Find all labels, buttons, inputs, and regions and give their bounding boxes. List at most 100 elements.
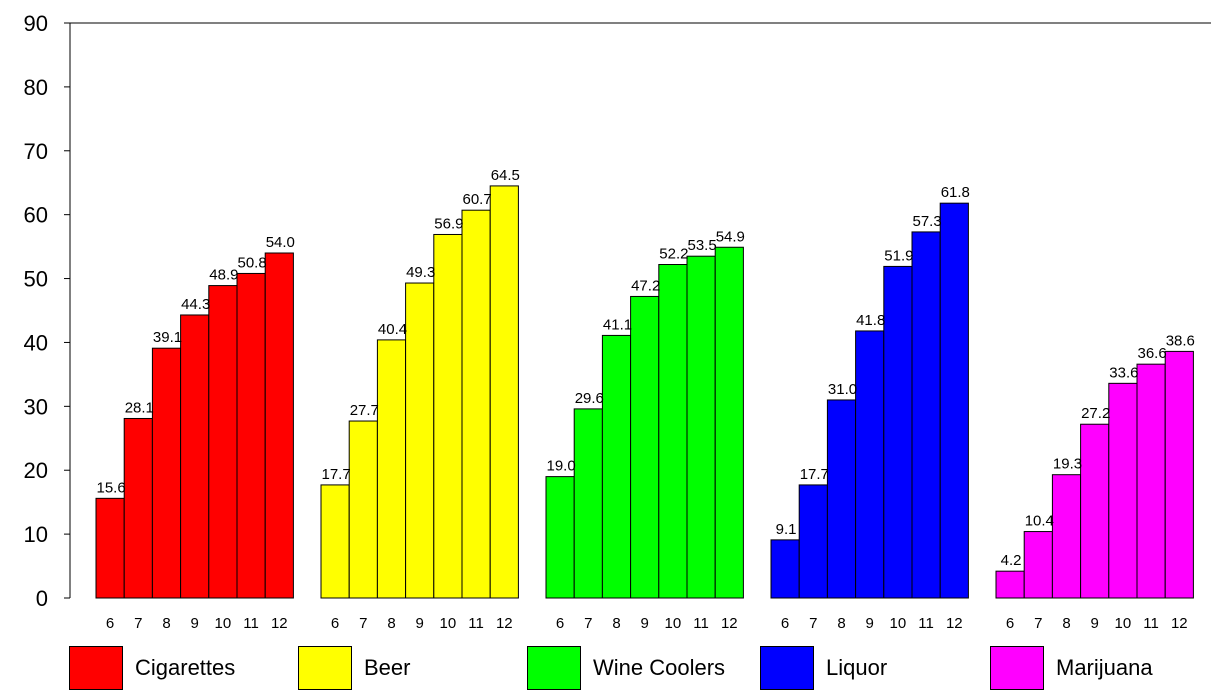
x-tick-label: 10 xyxy=(665,615,682,632)
value-label-liquor: 17.7 xyxy=(800,466,829,483)
value-label-liquor: 9.1 xyxy=(776,521,797,538)
bar-marijuana-grade-12 xyxy=(1164,350,1194,599)
chart-axes: 0 10 20 30 40 50 60 70 80 90 xyxy=(24,11,1211,611)
bar-beer-grade-6 xyxy=(320,484,350,599)
legend-swatch-liquor xyxy=(760,646,814,690)
x-tick-label: 11 xyxy=(918,615,934,632)
value-label-cigarettes: 54.0 xyxy=(266,234,295,251)
x-tick-label: 9 xyxy=(866,615,874,632)
y-tick-label: 90 xyxy=(24,11,48,36)
value-label-beer: 56.9 xyxy=(434,215,463,232)
bar-wine-coolers-grade-11 xyxy=(686,255,716,599)
x-tick-label: 9 xyxy=(191,615,199,632)
bar-wine-coolers-grade-9 xyxy=(630,295,660,599)
bar-wine-coolers-grade-6 xyxy=(545,476,575,599)
legend-label-marijuana: Marijuana xyxy=(1056,655,1153,680)
bar-cigarettes-grade-9 xyxy=(180,314,210,599)
x-tick-label: 10 xyxy=(1115,615,1132,632)
bar-cigarettes-grade-7 xyxy=(123,417,153,599)
bar-marijuana-grade-10 xyxy=(1108,382,1138,599)
value-label-wine-coolers: 29.6 xyxy=(575,390,604,407)
value-label-wine-coolers: 47.2 xyxy=(631,277,660,294)
x-tick-label: 11 xyxy=(243,615,259,632)
x-tick-label: 9 xyxy=(416,615,424,632)
x-tick-label: 12 xyxy=(271,615,288,632)
value-label-cigarettes: 39.1 xyxy=(153,329,182,346)
value-label-marijuana: 19.3 xyxy=(1053,456,1082,473)
bar-cigarettes-grade-10 xyxy=(208,285,238,599)
value-label-marijuana: 27.2 xyxy=(1081,405,1110,422)
value-label-marijuana: 10.4 xyxy=(1025,513,1054,530)
value-label-liquor: 61.8 xyxy=(941,184,970,201)
bar-beer-grade-8 xyxy=(376,339,407,599)
chart-bars xyxy=(95,185,1194,599)
y-tick-label: 10 xyxy=(24,522,48,547)
y-tick-label: 30 xyxy=(24,394,48,419)
legend-label-liquor: Liquor xyxy=(826,655,888,680)
value-label-liquor: 51.9 xyxy=(884,247,913,264)
x-tick-label: 6 xyxy=(781,615,789,632)
x-tick-label: 8 xyxy=(837,615,845,632)
legend-item-marijuana: Marijuana xyxy=(990,645,1153,691)
legend-swatch-marijuana xyxy=(990,646,1044,690)
y-tick-label: 50 xyxy=(24,267,48,292)
value-label-liquor: 57.3 xyxy=(912,213,941,230)
bar-cigarettes-grade-6 xyxy=(95,497,125,599)
y-tick-label: 0 xyxy=(36,586,48,611)
legend-item-cigarettes: Cigarettes xyxy=(69,645,235,691)
value-label-beer: 60.7 xyxy=(462,191,491,208)
x-tick-label: 7 xyxy=(584,615,592,632)
value-label-wine-coolers: 53.5 xyxy=(687,237,716,254)
bar-marijuana-grade-9 xyxy=(1080,423,1110,599)
x-tick-label: 8 xyxy=(387,615,395,632)
x-tick-label: 9 xyxy=(641,615,649,632)
legend-item-wine-coolers: Wine Coolers xyxy=(527,645,725,691)
value-label-liquor: 41.8 xyxy=(856,312,885,329)
x-tick-label: 6 xyxy=(1006,615,1014,632)
x-tick-label: 12 xyxy=(946,615,963,632)
bar-liquor-grade-12 xyxy=(939,202,969,599)
x-tick-label: 11 xyxy=(693,615,709,632)
bar-cigarettes-grade-8 xyxy=(151,347,182,599)
value-label-cigarettes: 50.8 xyxy=(237,254,266,271)
x-tick-label: 11 xyxy=(1143,615,1159,632)
bar-marijuana-grade-6 xyxy=(995,570,1025,599)
bar-liquor-grade-6 xyxy=(770,539,800,599)
bar-wine-coolers-grade-12 xyxy=(714,246,744,599)
chart-legend: Cigarettes Beer Wine Coolers Liquor Mari… xyxy=(0,645,1211,691)
legend-label-wine-coolers: Wine Coolers xyxy=(593,655,726,680)
value-label-wine-coolers: 52.2 xyxy=(659,246,688,263)
bar-wine-coolers-grade-8 xyxy=(601,334,632,599)
x-tick-label: 10 xyxy=(440,615,457,632)
legend-item-liquor: Liquor xyxy=(760,645,887,691)
x-tick-label: 12 xyxy=(721,615,738,632)
x-tick-label: 8 xyxy=(1062,615,1070,632)
value-label-marijuana: 33.6 xyxy=(1109,364,1138,381)
x-tick-label: 9 xyxy=(1091,615,1099,632)
value-label-beer: 49.3 xyxy=(406,264,435,281)
bar-beer-grade-12 xyxy=(489,185,519,599)
value-label-beer: 64.5 xyxy=(491,167,520,184)
x-tick-label: 8 xyxy=(162,615,170,632)
bar-chart: 0 10 20 30 40 50 60 70 80 90 15.6 28.1 39.1 44.3 48.9… xyxy=(24,11,1211,632)
bar-marijuana-grade-8 xyxy=(1051,474,1082,599)
x-tick-label: 11 xyxy=(468,615,484,632)
x-tick-label: 7 xyxy=(809,615,817,632)
x-tick-label: 10 xyxy=(215,615,232,632)
x-tick-label: 12 xyxy=(496,615,513,632)
value-label-cigarettes: 44.3 xyxy=(181,296,210,313)
value-label-beer: 27.7 xyxy=(350,402,379,419)
bar-wine-coolers-grade-7 xyxy=(573,408,603,599)
value-label-liquor: 31.0 xyxy=(828,381,857,398)
x-tick-label: 6 xyxy=(331,615,339,632)
value-label-wine-coolers: 41.1 xyxy=(603,316,632,333)
x-tick-label: 8 xyxy=(612,615,620,632)
bar-liquor-grade-8 xyxy=(826,399,857,599)
value-label-cigarettes: 28.1 xyxy=(125,399,154,416)
x-tick-label: 10 xyxy=(890,615,907,632)
bar-cigarettes-grade-11 xyxy=(236,272,266,599)
bar-beer-grade-11 xyxy=(461,209,491,599)
bar-marijuana-grade-7 xyxy=(1023,531,1053,599)
value-label-cigarettes: 15.6 xyxy=(96,479,125,496)
bar-marijuana-grade-11 xyxy=(1136,363,1166,599)
